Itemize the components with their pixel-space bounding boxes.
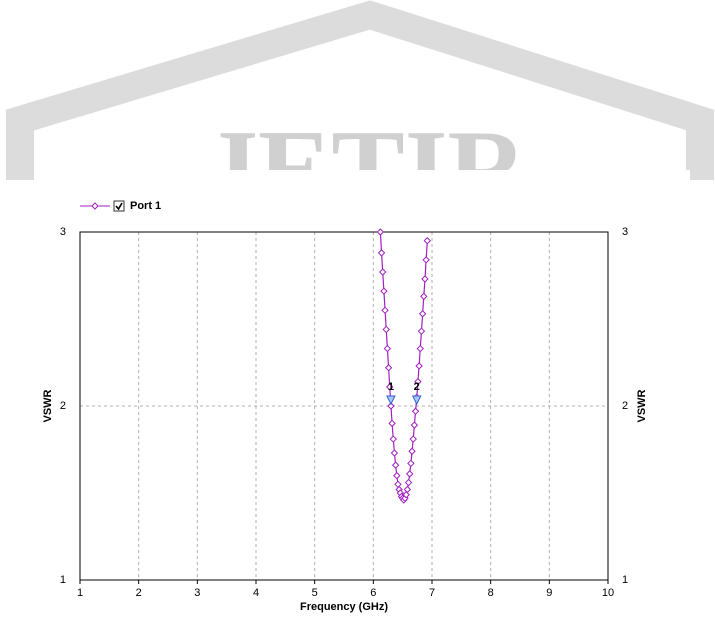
x-tick-label: 6 [370,587,376,599]
point-marker [391,461,400,469]
point-marker [388,419,396,428]
point-marker [422,256,430,264]
marker-triangle [386,395,396,406]
marker-label: 2 [414,381,420,393]
x-tick-label: 5 [312,587,318,599]
legend-check [115,202,123,211]
point-marker [384,364,393,372]
point-marker [402,491,410,499]
marker-triangle [411,395,422,406]
y-tick-label: 3 [60,226,66,238]
y-axis-label: VSWR [42,389,54,422]
point-marker [409,435,417,443]
point-marker [407,459,415,468]
x-tick-label: 2 [136,587,142,599]
point-marker [389,435,397,443]
y2-tick-label: 2 [622,400,628,412]
point-marker [404,478,413,487]
y2-tick-label: 3 [622,226,628,238]
point-marker [420,292,428,301]
point-marker [414,377,422,386]
y-tick-label: 2 [60,400,66,412]
x-axis-label: Frequency (GHz) [300,601,388,613]
x-tick-label: 1 [77,587,83,599]
x-tick-label: 9 [546,587,552,599]
point-marker [408,447,416,455]
x-tick-label: 8 [488,587,494,599]
point-marker [381,306,389,315]
x-tick-label: 3 [194,587,200,599]
point-marker [423,236,432,245]
point-marker [387,402,395,410]
point-marker [410,421,419,429]
watermark-shield [6,0,714,180]
point-marker [405,470,414,478]
point-marker [418,310,427,318]
y2-axis-label: VSWR [636,389,648,422]
x-tick-label: 10 [602,587,614,599]
x-tick-label: 4 [253,587,259,599]
point-marker [403,485,412,494]
point-marker [421,275,429,283]
marker-label: 1 [388,381,394,393]
point-marker [393,471,401,480]
point-marker [416,344,424,353]
x-tick-label: 7 [429,587,435,599]
point-marker [386,383,394,391]
point-marker [390,449,399,457]
y2-tick-label: 1 [622,574,628,586]
point-marker [411,407,420,415]
point-marker [415,362,423,370]
legend-label: Port 1 [130,200,161,212]
point-marker [380,287,388,295]
plot-frame [79,231,609,581]
point-marker [379,268,387,276]
legend-checkbox[interactable] [113,200,125,212]
chart-background [40,170,690,627]
legend-marker [91,202,99,210]
point-marker [383,344,392,353]
point-marker [377,249,386,257]
point-marker [382,325,390,334]
point-marker [417,327,426,335]
point-marker [376,228,385,236]
y-tick-label: 1 [60,574,66,586]
